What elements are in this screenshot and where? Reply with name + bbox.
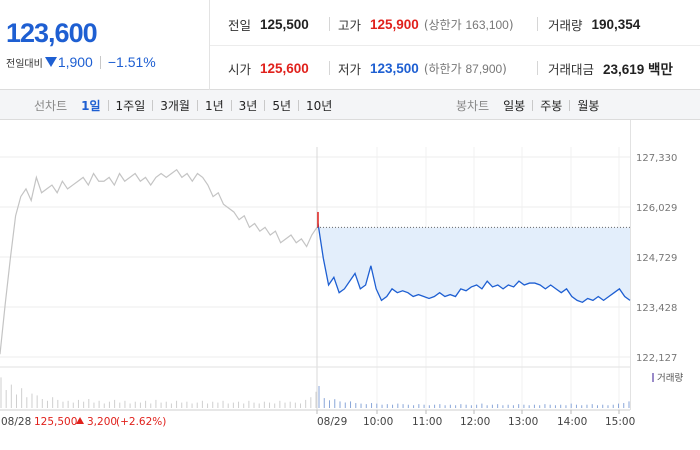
y-tick-label: 123,428 xyxy=(636,303,677,314)
info-label: 전일 xyxy=(228,17,252,33)
info-value: 23,619 백만 xyxy=(603,62,673,77)
line-chart-periods: 선차트 1일 1주일 3개월 1년 3년 5년 10년 xyxy=(34,90,332,120)
divider xyxy=(298,99,300,111)
divider xyxy=(264,99,266,111)
info-low: 저가 123,500 (하한가 87,900) xyxy=(338,46,507,90)
period-tab-4[interactable]: 3년 xyxy=(238,98,258,113)
divider xyxy=(569,99,571,111)
divider xyxy=(329,61,330,75)
change-label: 전일대비 xyxy=(6,58,43,70)
x-tick-label: 13:00 xyxy=(508,416,538,428)
divider xyxy=(210,45,700,46)
divider xyxy=(107,99,109,111)
down-triangle-icon xyxy=(44,57,57,67)
y-tick-label: 126,029 xyxy=(636,203,677,214)
candle-tab-2[interactable]: 월봉 xyxy=(577,98,600,113)
period-tab-6[interactable]: 10년 xyxy=(306,98,333,113)
volume-legend-label: 거래량 xyxy=(657,372,683,384)
info-trade-value: 거래대금 23,619 백만 xyxy=(548,46,673,90)
period-list: 1일 1주일 3개월 1년 3년 5년 10년 xyxy=(81,97,332,114)
period-tab-0[interactable]: 1일 xyxy=(81,98,101,113)
x-tick-label: 15:00 xyxy=(605,416,635,428)
prev-day-change: 3,200 xyxy=(87,416,117,428)
info-value: 125,600 xyxy=(260,60,309,76)
x-tick-label: 14:00 xyxy=(557,416,587,428)
info-prev-close: 전일 125,500 xyxy=(228,2,309,46)
divider xyxy=(537,61,538,75)
chart-toolbar: 선차트 1일 1주일 3개월 1년 3년 5년 10년 봉차트 일봉 주봉 월봉 xyxy=(0,90,700,120)
info-value: 123,500 xyxy=(370,60,419,76)
x-tick-label: 08/29 xyxy=(317,416,347,428)
divider xyxy=(230,99,232,111)
info-label: 거래량 xyxy=(548,17,583,33)
divider xyxy=(196,99,198,111)
change-amount: 1,900 xyxy=(57,54,93,70)
change-percent: −1.51% xyxy=(107,54,156,70)
period-tab-2[interactable]: 3개월 xyxy=(160,98,190,113)
prev-day-price: 125,500 xyxy=(34,416,77,428)
line-chart-label: 선차트 xyxy=(34,98,68,113)
prev-day-date: 08/28 xyxy=(1,416,31,428)
candle-tab-0[interactable]: 일봉 xyxy=(503,98,526,113)
x-tick-label: 10:00 xyxy=(363,416,393,428)
series-prev-day-line xyxy=(0,168,318,355)
series-today-line xyxy=(317,223,631,304)
price-chart[interactable]: 127,330 126,029 124,729 123,428 122,127 거래량 08… xyxy=(0,120,700,450)
quote-header: 123,600 전일대비 1,900 −1.51% 전일 125,500 고가 … xyxy=(0,0,700,90)
prev-day-pct: (+2.62%) xyxy=(116,416,166,428)
divider xyxy=(99,55,101,69)
up-triangle-icon xyxy=(76,417,84,424)
info-value: 125,900 xyxy=(370,16,419,32)
x-tick-label: 11:00 xyxy=(412,416,442,428)
candle-chart-label: 봉차트 xyxy=(456,98,490,113)
volume-legend-swatch xyxy=(652,373,654,382)
info-open: 시가 125,600 xyxy=(228,46,309,90)
change-row: 전일대비 1,900 −1.51% xyxy=(6,54,156,70)
upper-limit: (상한가 163,100) xyxy=(423,17,514,32)
info-value: 125,500 xyxy=(260,16,309,32)
info-label: 고가 xyxy=(338,17,362,33)
candle-tab-1[interactable]: 주봉 xyxy=(540,98,563,113)
info-volume: 거래량 190,354 xyxy=(548,2,640,46)
period-tab-1[interactable]: 1주일 xyxy=(115,98,146,113)
divider xyxy=(537,17,538,31)
divider xyxy=(152,99,154,111)
y-tick-label: 124,729 xyxy=(636,253,677,264)
divider xyxy=(532,99,534,111)
x-tick-label: 12:00 xyxy=(460,416,490,428)
chart-svg[interactable]: 127,330 126,029 124,729 123,428 122,127 거래량 08… xyxy=(0,120,700,450)
y-tick-label: 122,127 xyxy=(636,353,677,364)
candle-period-list: 일봉 주봉 월봉 xyxy=(503,97,599,114)
lower-limit: (하한가 87,900) xyxy=(423,61,507,76)
series-today-area xyxy=(318,223,630,303)
info-label: 거래대금 xyxy=(548,61,595,77)
current-price: 123,600 xyxy=(6,18,98,48)
price-summary: 123,600 전일대비 1,900 −1.51% xyxy=(0,0,210,90)
divider xyxy=(329,17,330,31)
info-value: 190,354 xyxy=(591,16,641,32)
candle-chart-periods: 봉차트 일봉 주봉 월봉 xyxy=(456,90,599,120)
info-label: 저가 xyxy=(338,61,362,77)
y-tick-label: 127,330 xyxy=(636,153,677,164)
info-high: 고가 125,900 (상한가 163,100) xyxy=(338,2,514,46)
period-tab-3[interactable]: 1년 xyxy=(204,98,224,113)
period-tab-5[interactable]: 5년 xyxy=(272,98,292,113)
info-label: 시가 xyxy=(228,61,252,77)
